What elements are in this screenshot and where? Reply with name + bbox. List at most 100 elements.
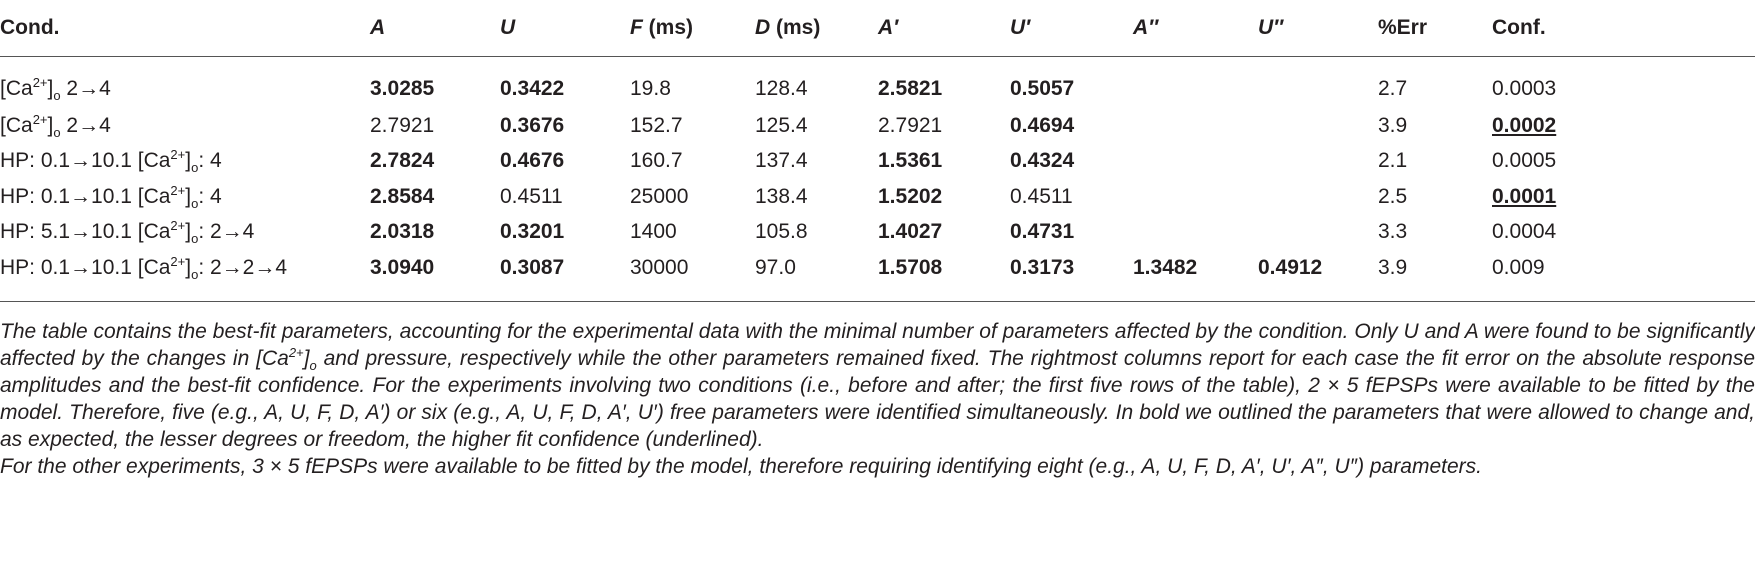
condition-cell: HP: 0.1→10.1 [Ca2+]o: 2→2→4	[0, 255, 287, 283]
text-run: 2.7	[1378, 77, 1408, 100]
header-cell: F (ms)	[630, 16, 693, 40]
text-run: 1.5708	[878, 256, 943, 279]
text-run: 2+	[32, 75, 48, 90]
value-cell: 125.4	[755, 114, 808, 138]
text-run: 137.4	[755, 149, 808, 172]
text-run: 2.7824	[370, 149, 435, 172]
text-run: (ms)	[770, 16, 821, 39]
text-run: 2+	[170, 218, 186, 233]
text-run: 0.3676	[500, 114, 565, 137]
text-run: U′	[1010, 16, 1031, 39]
header-cell: D (ms)	[755, 16, 820, 40]
value-cell: 105.8	[755, 220, 808, 244]
value-cell: 2.5	[1378, 185, 1407, 209]
condition-cell: HP: 0.1→10.1 [Ca2+]o: 4	[0, 148, 222, 174]
text-run: o	[191, 196, 199, 212]
text-run: 128.4	[755, 77, 808, 100]
text-run: ]	[303, 347, 310, 370]
text-run: 3.0940	[370, 256, 435, 279]
text-run: 152.7	[630, 114, 683, 137]
value-cell: 152.7	[630, 114, 683, 138]
value-cell: 2.0318	[370, 220, 434, 244]
text-run: 2.8584	[370, 185, 435, 208]
value-cell: 2.7824	[370, 149, 434, 173]
value-cell: 0.3173	[1010, 256, 1074, 280]
text-run: U	[500, 16, 516, 39]
text-run: 0.5057	[1010, 77, 1075, 100]
value-cell: 0.3422	[500, 77, 564, 101]
text-run: 0.4324	[1010, 149, 1075, 172]
text-run: o	[309, 358, 317, 374]
text-run: 3.3	[1378, 220, 1408, 243]
value-cell: 30000	[630, 256, 688, 280]
value-cell: 1.5202	[878, 185, 942, 209]
text-run: 30000	[630, 256, 689, 279]
text-run: 0.4694	[1010, 114, 1075, 137]
text-run: ]	[47, 77, 54, 100]
value-cell: 2.7921	[370, 114, 434, 138]
text-run: HP: 5.1→10.1 [Ca	[0, 220, 171, 243]
text-run: 2.5821	[878, 77, 943, 100]
header-cell: A″	[1133, 16, 1158, 40]
value-cell: 0.4731	[1010, 220, 1074, 244]
text-run: 2+	[288, 345, 304, 360]
text-run: 3.0285	[370, 77, 435, 100]
value-cell: 0.0003	[1492, 77, 1556, 101]
value-cell: 2.5821	[878, 77, 942, 101]
text-run: For the other experiments, 3 × 5 fEPSPs …	[0, 455, 1482, 478]
value-cell: 25000	[630, 185, 688, 209]
value-cell: 0.4324	[1010, 149, 1074, 173]
value-cell: 1.5361	[878, 149, 942, 173]
value-cell: 138.4	[755, 185, 808, 209]
text-run: 0.3173	[1010, 256, 1075, 279]
value-cell: 160.7	[630, 149, 683, 173]
text-run: 0.009	[1492, 256, 1545, 279]
text-run: 0.0002	[1492, 114, 1557, 137]
text-run: (ms)	[642, 16, 694, 39]
text-run: 1400	[630, 220, 677, 243]
value-cell: 2.7921	[878, 114, 942, 138]
text-run: 2+	[170, 183, 186, 198]
value-cell: 2.7	[1378, 77, 1407, 101]
header-cell: A′	[878, 16, 898, 40]
text-run: 2.7921	[878, 114, 943, 137]
text-run: o	[53, 88, 61, 104]
text-run: ]	[185, 220, 192, 243]
text-run: 0.4912	[1258, 256, 1323, 279]
value-cell: 0.4511	[1010, 185, 1073, 209]
value-cell: 128.4	[755, 77, 808, 101]
header-cell: Cond.	[0, 16, 59, 40]
value-cell: 0.0004	[1492, 220, 1556, 244]
text-run: 1.3482	[1133, 256, 1198, 279]
text-run: ]	[185, 149, 192, 172]
value-cell: 1.4027	[878, 220, 942, 244]
value-cell: 0.009	[1492, 256, 1545, 280]
value-cell: 3.0940	[370, 256, 434, 280]
text-run: Conf.	[1492, 16, 1546, 39]
text-run: F	[630, 16, 643, 39]
value-cell: 0.4511	[500, 185, 563, 209]
text-run: 2.5	[1378, 185, 1408, 208]
text-run: The table contains the best-fit paramete…	[0, 320, 1755, 370]
value-cell: 3.9	[1378, 256, 1407, 280]
text-run: 3.9	[1378, 114, 1408, 137]
text-run: 2.0318	[370, 220, 435, 243]
text-run: [Ca	[0, 77, 33, 100]
text-run: 0.0003	[1492, 77, 1557, 100]
note-paragraph: For the other experiments, 3 × 5 fEPSPs …	[0, 453, 1755, 480]
value-cell: 0.0005	[1492, 149, 1556, 173]
value-cell: 0.3676	[500, 114, 564, 138]
header-cell: A	[370, 16, 385, 40]
condition-cell: HP: 0.1→10.1 [Ca2+]o: 4	[0, 183, 222, 212]
text-run: 2.1	[1378, 149, 1408, 172]
text-run: o	[191, 267, 199, 283]
value-cell: 0.0002	[1492, 114, 1556, 138]
text-run: 138.4	[755, 185, 808, 208]
text-run: 0.4511	[500, 185, 563, 208]
text-run: 1.4027	[878, 220, 943, 243]
text-run: 0.0005	[1492, 149, 1557, 172]
value-cell: 0.4694	[1010, 114, 1074, 138]
text-run: A	[370, 16, 386, 39]
text-run: 1.5202	[878, 185, 943, 208]
